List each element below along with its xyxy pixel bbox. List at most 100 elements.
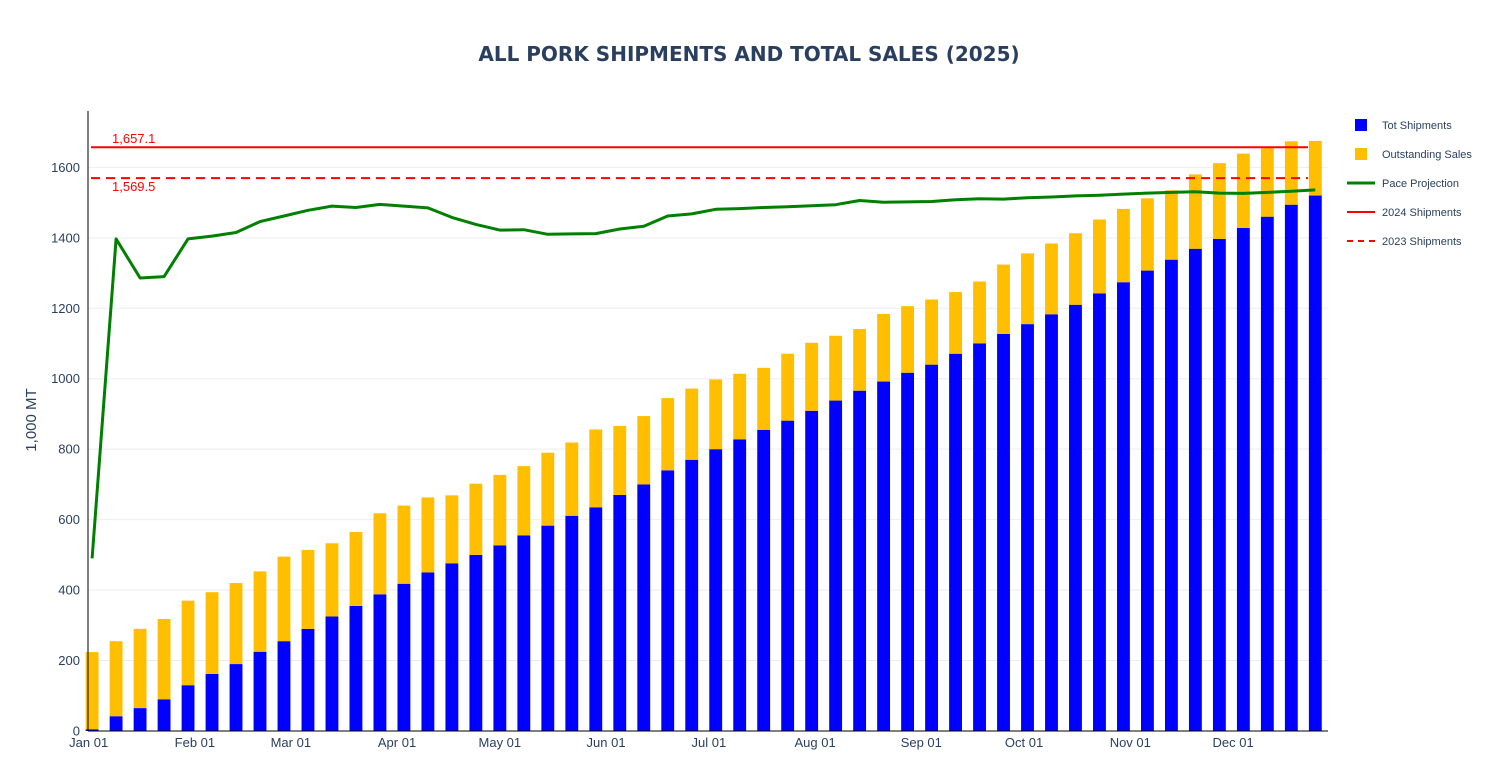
legend-label: Tot Shipments [1382,120,1452,132]
bar-outstanding-sales [805,342,819,411]
bar-outstanding-sales [349,531,363,606]
bar-tot-shipments [901,372,915,731]
bar-outstanding-sales [85,652,99,730]
x-tick-label: Jul 01 [692,735,727,750]
bar-tot-shipments [1093,293,1106,731]
bar-tot-shipments [421,572,435,731]
x-tick-label: Jun 01 [587,735,626,750]
chart-title: ALL PORK SHIPMENTS AND TOTAL SALES (2025… [478,42,1019,66]
bar-tot-shipments [709,449,723,731]
legend-label: Pace Projection [1382,178,1459,190]
bar-outstanding-sales [1188,174,1202,249]
bar-tot-shipments [229,664,243,731]
bar-outstanding-sales [1236,153,1250,228]
bar-tot-shipments [1236,227,1250,732]
legend-label: 2023 Shipments [1382,236,1462,248]
bar-outstanding-sales [229,583,243,665]
y-tick-label: 1600 [51,160,80,175]
bar-outstanding-sales [565,442,579,516]
bar-outstanding-sales [1117,208,1130,283]
x-tick-label: Dec 01 [1212,735,1253,750]
bar-tot-shipments [1021,324,1034,731]
bar-tot-shipments [877,381,891,731]
bar-tot-shipments [85,729,99,731]
bar-tot-shipments [445,563,459,731]
bar-outstanding-sales [301,549,315,629]
y-tick-label: 1400 [51,230,80,245]
bar-outstanding-sales [925,299,938,365]
bar-outstanding-sales [421,497,435,573]
bar-tot-shipments [637,484,651,731]
bar-tot-shipments [613,494,627,731]
bar-outstanding-sales [1284,141,1298,205]
bar-tot-shipments [157,699,171,731]
bar-tot-shipments [781,420,795,731]
bar-tot-shipments [1141,270,1154,731]
bar-tot-shipments [757,429,771,731]
legend-label: Outstanding Sales [1382,149,1472,161]
x-tick-label: Sep 01 [901,735,942,750]
bar-outstanding-sales [157,618,171,700]
bar-tot-shipments [685,459,699,731]
legend-swatch [1355,119,1367,131]
x-tick-label: Aug 01 [794,735,835,750]
x-tick-label: Oct 01 [1005,735,1043,750]
bar-tot-shipments [589,507,603,731]
bar-outstanding-sales [397,505,411,584]
bar-outstanding-sales [589,429,603,508]
reference-lines: 1,657.1 1,569.5 [91,131,1308,194]
bar-outstanding-sales [781,353,795,421]
bar-tot-shipments [133,708,147,731]
bar-outstanding-sales [709,379,723,450]
bar-tot-shipments [349,605,363,731]
bar-outstanding-sales [973,281,986,344]
bar-outstanding-sales [109,641,123,717]
bar-tot-shipments [541,525,555,731]
bar-outstanding-sales [1045,243,1058,315]
bar-tot-shipments [1045,314,1058,731]
bar-tot-shipments [1260,216,1274,731]
bar-outstanding-sales [1164,190,1178,260]
bar-tot-shipments [925,364,938,731]
bar-tot-shipments [733,439,747,731]
bar-outstanding-sales [445,495,459,564]
bar-outstanding-sales [1021,253,1034,325]
bar-outstanding-sales [133,628,147,709]
bar-outstanding-sales [661,398,675,471]
bar-tot-shipments [325,616,339,731]
y-tick-label: 1000 [51,371,80,386]
bar-outstanding-sales [685,388,699,460]
bar-tot-shipments [277,641,291,731]
bar-outstanding-sales [325,543,339,617]
bar-tot-shipments [1117,282,1130,731]
ref-label-2023: 1,569.5 [112,179,155,194]
bar-outstanding-sales [181,600,195,686]
y-tick-label: 200 [58,653,80,668]
bar-outstanding-sales [277,556,291,642]
bar-outstanding-sales [613,425,627,495]
bar-tot-shipments [253,651,267,731]
bar-tot-shipments [1188,248,1202,731]
bar-outstanding-sales [1260,147,1274,217]
y-tick-label: 600 [58,512,80,527]
bar-tot-shipments [1069,304,1082,731]
bar-outstanding-sales [1212,163,1226,239]
bar-outstanding-sales [1308,140,1322,196]
y-tick-label: 0 [73,724,80,739]
bar-tot-shipments [469,554,483,731]
bar-outstanding-sales [757,367,771,430]
bar-outstanding-sales [517,466,531,536]
y-axis-title: 1,000 MT [23,388,40,451]
bar-tot-shipments [661,470,675,731]
x-tick-label: Mar 01 [271,735,311,750]
bars [85,140,1322,732]
bar-outstanding-sales [493,474,507,546]
legend-swatch [1355,148,1367,160]
bar-outstanding-sales [637,416,651,485]
pace-projection-line [90,188,1316,559]
bar-outstanding-sales [853,329,867,391]
axes: 0 200 400 600 800 1000 1200 1400 1600 Jan 01 Feb 0… [51,111,1328,750]
bar-tot-shipments [109,716,123,731]
